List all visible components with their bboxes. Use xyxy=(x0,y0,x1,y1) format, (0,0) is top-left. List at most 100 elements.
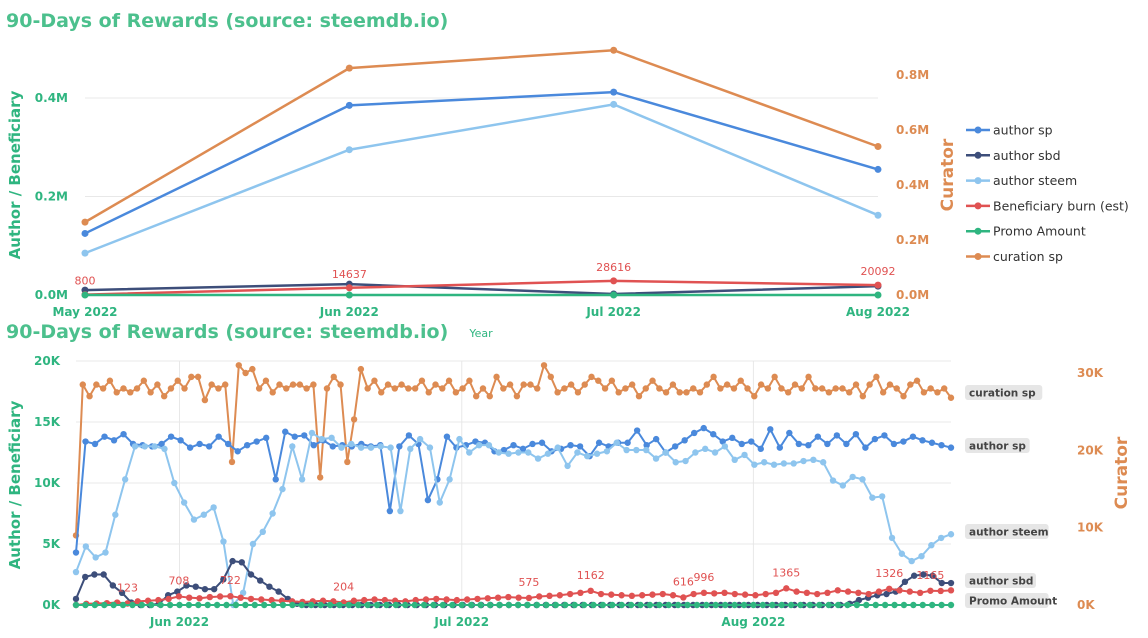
point-curation-sp xyxy=(99,385,107,392)
point-author-steem xyxy=(475,441,483,449)
point-author-sp xyxy=(291,433,298,440)
data-label: 1165 xyxy=(916,569,944,582)
data-label: 204 xyxy=(333,581,354,594)
point-curation-sp xyxy=(486,393,493,400)
point-curation-sp xyxy=(506,381,514,388)
point-curation-sp xyxy=(601,385,609,392)
point-author-steem xyxy=(112,511,119,518)
point-author-sp xyxy=(120,431,127,438)
point-author-sbd xyxy=(183,582,190,589)
point-promo-amount xyxy=(693,601,701,609)
legend-label-author-sbd: author sbd xyxy=(993,148,1061,163)
point-promo-amount xyxy=(703,601,710,609)
point-curation-sp xyxy=(93,381,100,388)
point-beneficiary-burn-est xyxy=(134,598,141,605)
point-curation-sp xyxy=(222,381,229,388)
point-author-steem xyxy=(485,441,493,449)
point-promo-amount xyxy=(712,601,719,609)
point-beneficiary-burn-est xyxy=(494,594,502,601)
point-curation-sp xyxy=(805,373,812,381)
point-curation-sp xyxy=(432,381,439,388)
y2-tick-label: 0.0M xyxy=(896,288,929,302)
series-line-curation-sp xyxy=(84,48,879,224)
point-author-steem xyxy=(652,455,660,462)
point-author-steem xyxy=(161,445,168,453)
point-curation-sp xyxy=(791,381,799,388)
point-author-sp xyxy=(947,444,955,451)
data-label: 1365 xyxy=(772,566,800,579)
point-author-steem xyxy=(761,459,768,466)
point-author-sp xyxy=(243,441,251,449)
point-beneficiary-burn-est xyxy=(345,284,353,292)
point-author-steem xyxy=(239,589,247,596)
point-curation-sp xyxy=(610,46,618,54)
point-author-sp xyxy=(272,476,279,483)
point-author-steem xyxy=(800,457,807,465)
point-author-sp xyxy=(652,435,660,443)
point-beneficiary-burn-est xyxy=(186,594,193,601)
point-promo-amount xyxy=(477,601,484,609)
point-author-steem xyxy=(731,456,738,464)
point-promo-amount xyxy=(72,601,80,609)
point-beneficiary-burn-est xyxy=(834,587,841,594)
point-curation-sp xyxy=(120,385,127,392)
point-promo-amount xyxy=(731,601,738,609)
point-curation-sp xyxy=(751,393,758,400)
point-author-sp xyxy=(909,433,917,440)
point-curation-sp xyxy=(907,381,914,388)
point-promo-amount xyxy=(910,601,917,609)
point-promo-amount xyxy=(609,601,616,609)
point-curation-sp xyxy=(744,385,751,392)
point-beneficiary-burn-est xyxy=(556,592,564,599)
point-curation-sp xyxy=(859,393,867,400)
point-author-sp xyxy=(576,443,584,450)
point-author-sp xyxy=(443,433,451,440)
point-promo-amount xyxy=(242,601,249,609)
legend-marker xyxy=(974,253,982,260)
point-author-sp xyxy=(186,444,194,451)
point-curation-sp xyxy=(520,381,527,388)
point-promo-amount xyxy=(420,601,428,609)
point-beneficiary-burn-est xyxy=(577,589,584,596)
point-author-steem xyxy=(662,449,670,456)
point-promo-amount xyxy=(373,601,381,609)
data-label: 20092 xyxy=(861,265,896,278)
point-promo-amount xyxy=(430,601,437,609)
point-curation-sp xyxy=(391,385,398,392)
data-label: 1326 xyxy=(875,567,903,580)
point-author-sp xyxy=(691,429,698,437)
point-beneficiary-burn-est xyxy=(865,590,872,598)
point-promo-amount xyxy=(750,601,757,609)
point-promo-amount xyxy=(874,291,882,299)
point-author-steem xyxy=(308,429,316,437)
point-curation-sp xyxy=(879,389,887,396)
point-author-steem xyxy=(377,443,384,450)
data-label: 1162 xyxy=(577,569,605,582)
y2-tick-label: 0K xyxy=(1077,598,1095,612)
point-promo-amount xyxy=(458,601,465,609)
point-promo-amount xyxy=(853,601,861,609)
point-curation-sp xyxy=(439,385,446,392)
point-author-steem xyxy=(220,538,227,545)
point-curation-sp xyxy=(595,377,602,384)
point-curation-sp xyxy=(500,385,507,392)
point-promo-amount xyxy=(787,601,795,609)
point-author-sp xyxy=(282,428,289,435)
point-curation-sp xyxy=(345,64,353,72)
point-curation-sp xyxy=(445,377,453,384)
point-beneficiary-burn-est xyxy=(680,594,687,601)
point-author-steem xyxy=(367,444,375,451)
y-tick-label: 5K xyxy=(42,537,60,551)
point-author-steem xyxy=(874,211,882,219)
point-author-sbd xyxy=(947,579,955,587)
point-curation-sp xyxy=(269,389,276,396)
point-author-steem xyxy=(554,444,561,451)
point-author-sp xyxy=(538,439,546,446)
end-label-author-steem: author steem xyxy=(969,527,1049,539)
point-curation-sp xyxy=(133,385,141,392)
point-beneficiary-burn-est xyxy=(700,589,708,597)
y2-tick-label: 0.6M xyxy=(896,123,929,137)
point-promo-amount xyxy=(138,601,146,609)
point-curation-sp xyxy=(425,389,432,396)
